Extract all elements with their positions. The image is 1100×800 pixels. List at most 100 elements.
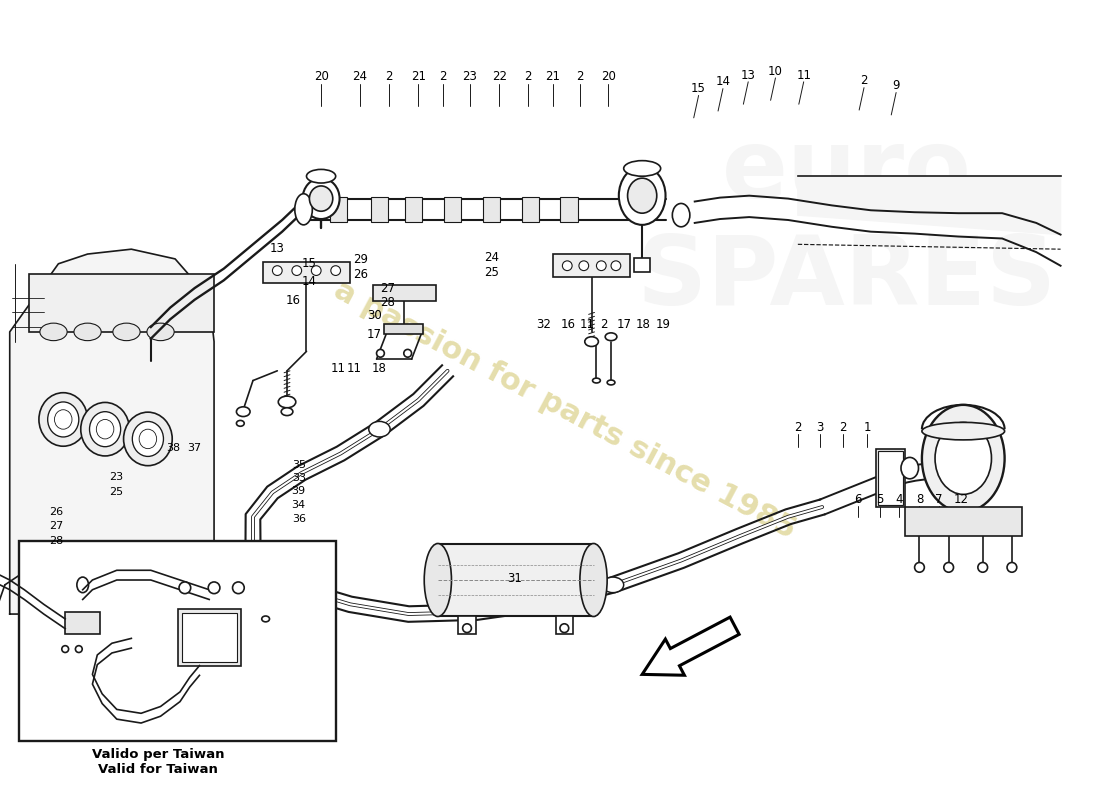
- Text: 30: 30: [367, 309, 382, 322]
- Circle shape: [208, 582, 220, 594]
- Text: 34: 34: [292, 500, 306, 510]
- Ellipse shape: [295, 194, 312, 225]
- Ellipse shape: [628, 178, 657, 213]
- Text: 25: 25: [484, 266, 498, 279]
- Text: 24: 24: [484, 251, 499, 265]
- Ellipse shape: [77, 577, 88, 593]
- Text: 20: 20: [601, 70, 616, 83]
- Ellipse shape: [236, 421, 244, 426]
- Bar: [635, 258, 650, 271]
- Bar: [443, 197, 461, 222]
- Text: 32: 32: [537, 318, 551, 330]
- Bar: [30, 274, 214, 332]
- Bar: [263, 262, 350, 283]
- Text: 2: 2: [525, 70, 532, 83]
- Text: 2: 2: [385, 70, 393, 83]
- Circle shape: [404, 350, 411, 357]
- Ellipse shape: [901, 458, 918, 479]
- Text: 14: 14: [715, 75, 730, 88]
- Bar: [552, 254, 630, 278]
- Text: 15: 15: [691, 82, 706, 95]
- Text: 26: 26: [50, 507, 64, 517]
- Text: 17: 17: [367, 328, 382, 342]
- Text: Valid for Taiwan: Valid for Taiwan: [98, 763, 218, 776]
- Text: 20: 20: [314, 70, 329, 83]
- Ellipse shape: [278, 396, 296, 408]
- Circle shape: [978, 562, 988, 572]
- Text: 39: 39: [292, 486, 306, 497]
- Ellipse shape: [580, 543, 607, 617]
- Text: 11: 11: [346, 362, 362, 375]
- Circle shape: [76, 646, 82, 653]
- Bar: [182, 613, 238, 662]
- Text: 5: 5: [876, 493, 883, 506]
- Ellipse shape: [236, 407, 250, 417]
- Bar: [178, 609, 241, 666]
- Ellipse shape: [139, 429, 156, 449]
- FancyArrow shape: [642, 617, 739, 675]
- Ellipse shape: [603, 577, 624, 593]
- Text: 2: 2: [576, 70, 584, 83]
- Text: 13: 13: [740, 69, 756, 82]
- Text: 15: 15: [302, 258, 317, 270]
- Text: 37: 37: [187, 442, 201, 453]
- Circle shape: [311, 266, 321, 275]
- Text: a passion for parts since 1985: a passion for parts since 1985: [329, 275, 800, 544]
- Polygon shape: [10, 249, 214, 614]
- Text: Valido per Taiwan: Valido per Taiwan: [92, 748, 224, 761]
- Ellipse shape: [585, 337, 598, 346]
- Ellipse shape: [39, 393, 88, 446]
- Ellipse shape: [113, 323, 140, 341]
- Text: 16: 16: [561, 318, 575, 330]
- Text: euro
SPARES: euro SPARES: [637, 125, 1056, 325]
- Text: 13: 13: [270, 242, 285, 254]
- Text: 6: 6: [855, 493, 862, 506]
- Ellipse shape: [55, 410, 72, 429]
- Text: 10: 10: [768, 65, 783, 78]
- Bar: [483, 197, 500, 222]
- Ellipse shape: [282, 408, 293, 415]
- Text: 18: 18: [636, 318, 650, 330]
- Text: 2: 2: [439, 70, 447, 83]
- Text: 1: 1: [864, 421, 871, 434]
- Circle shape: [273, 266, 283, 275]
- Circle shape: [62, 646, 68, 653]
- Ellipse shape: [307, 170, 336, 183]
- Bar: [65, 612, 100, 634]
- Circle shape: [596, 261, 606, 270]
- Text: 11: 11: [331, 362, 346, 375]
- Text: 16: 16: [285, 294, 300, 307]
- Bar: [876, 449, 905, 507]
- Text: 11: 11: [796, 69, 811, 82]
- Text: 26: 26: [353, 268, 369, 281]
- Circle shape: [232, 582, 244, 594]
- Text: 23: 23: [462, 70, 477, 83]
- Circle shape: [331, 266, 341, 275]
- Circle shape: [463, 624, 472, 633]
- Text: 38: 38: [166, 442, 180, 453]
- Ellipse shape: [309, 186, 333, 211]
- Text: 27: 27: [50, 521, 64, 530]
- Text: 36: 36: [292, 514, 306, 524]
- Text: 24: 24: [352, 70, 367, 83]
- Polygon shape: [798, 176, 1060, 234]
- Bar: [371, 197, 388, 222]
- Text: 33: 33: [292, 473, 306, 483]
- Text: 17: 17: [616, 318, 631, 330]
- Text: 21: 21: [411, 70, 426, 83]
- Ellipse shape: [89, 412, 121, 446]
- Text: 11: 11: [580, 318, 594, 330]
- Text: 23: 23: [109, 472, 123, 482]
- Text: 22: 22: [492, 70, 507, 83]
- Circle shape: [292, 266, 301, 275]
- Circle shape: [944, 562, 954, 572]
- Text: 28: 28: [50, 536, 64, 546]
- Text: 8: 8: [916, 493, 923, 506]
- Circle shape: [562, 261, 572, 270]
- Text: 18: 18: [372, 362, 387, 375]
- Bar: [438, 543, 594, 617]
- Text: 2: 2: [860, 74, 868, 87]
- Ellipse shape: [47, 402, 79, 437]
- Text: 4: 4: [895, 493, 903, 506]
- Bar: [405, 197, 422, 222]
